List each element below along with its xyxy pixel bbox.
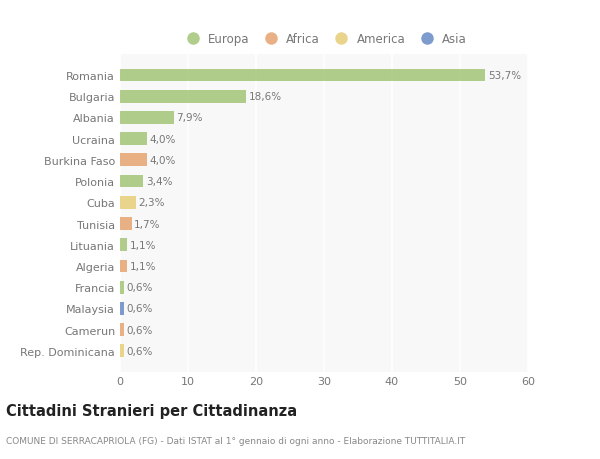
Text: 0,6%: 0,6%: [127, 304, 153, 313]
Text: 0,6%: 0,6%: [127, 325, 153, 335]
Text: 0,6%: 0,6%: [127, 283, 153, 292]
Bar: [120, 239, 127, 252]
Text: 1,1%: 1,1%: [130, 240, 157, 250]
Bar: [120, 260, 127, 273]
Text: 18,6%: 18,6%: [249, 92, 283, 102]
Text: 4,0%: 4,0%: [150, 134, 176, 144]
Legend: Europa, Africa, America, Asia: Europa, Africa, America, Asia: [178, 29, 470, 49]
Bar: [120, 175, 143, 188]
Bar: [120, 281, 124, 294]
Text: 0,6%: 0,6%: [127, 346, 153, 356]
Text: COMUNE DI SERRACAPRIOLA (FG) - Dati ISTAT al 1° gennaio di ogni anno - Elaborazi: COMUNE DI SERRACAPRIOLA (FG) - Dati ISTA…: [6, 436, 465, 445]
Bar: [120, 112, 174, 124]
Text: 1,1%: 1,1%: [130, 261, 157, 271]
Text: 1,7%: 1,7%: [134, 219, 161, 229]
Bar: [120, 154, 147, 167]
Text: Cittadini Stranieri per Cittadinanza: Cittadini Stranieri per Cittadinanza: [6, 403, 297, 419]
Text: 4,0%: 4,0%: [150, 156, 176, 166]
Bar: [120, 218, 131, 230]
Bar: [120, 324, 124, 336]
Text: 53,7%: 53,7%: [488, 71, 521, 81]
Text: 7,9%: 7,9%: [176, 113, 203, 123]
Bar: [120, 90, 247, 103]
Bar: [120, 345, 124, 358]
Text: 3,4%: 3,4%: [146, 177, 172, 187]
Bar: [120, 133, 147, 146]
Bar: [120, 196, 136, 209]
Text: 2,3%: 2,3%: [139, 198, 165, 208]
Bar: [120, 69, 485, 82]
Bar: [120, 302, 124, 315]
